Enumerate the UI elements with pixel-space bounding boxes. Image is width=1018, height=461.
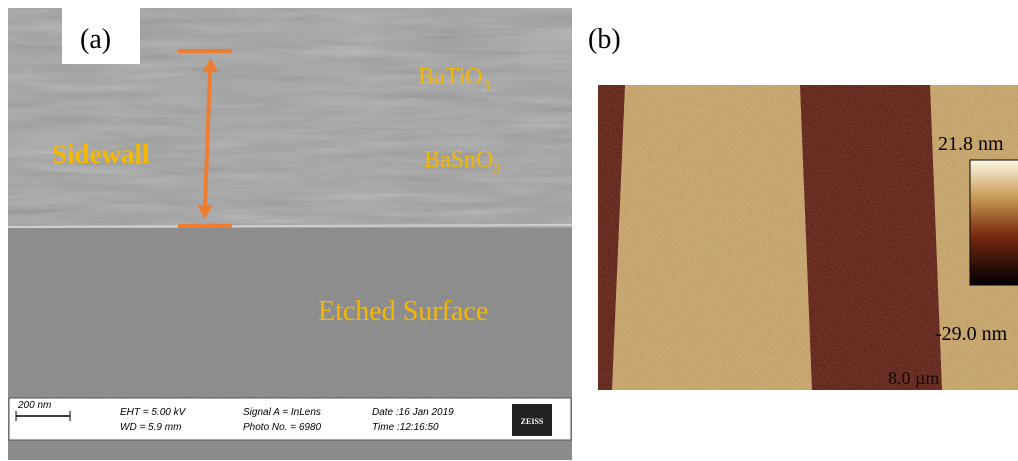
annotation-subscript: 3 bbox=[493, 161, 501, 177]
info-text: EHT = 5.00 kV bbox=[120, 407, 187, 418]
info-text: Photo No. = 6980 bbox=[243, 422, 322, 433]
info-text: WD = 5.9 mm bbox=[120, 422, 181, 433]
annotation: BaTiO bbox=[418, 64, 482, 90]
colorbar-max: 21.8 nm bbox=[938, 133, 1004, 155]
annotation-subscript: 3 bbox=[482, 78, 490, 94]
panel-label: (b) bbox=[588, 24, 621, 55]
info-text: Date :16 Jan 2019 bbox=[372, 407, 454, 418]
figure: (a) Sidewall BaTiO3 BaSnO3 Etched Surfac… bbox=[0, 0, 1018, 461]
info-text: Time :12:16:50 bbox=[372, 422, 439, 433]
panel-label: (a) bbox=[80, 24, 111, 55]
colorbar-min: -29.0 nm bbox=[935, 323, 1008, 345]
annotation: BaTiO3 bbox=[418, 64, 490, 94]
info-bar bbox=[9, 398, 571, 440]
annotation: BaSnO3 bbox=[424, 147, 501, 177]
annotation: BaSnO bbox=[424, 147, 493, 173]
annotation: Etched Surface bbox=[318, 296, 488, 327]
annotation: Sidewall bbox=[52, 139, 150, 169]
info-text: Signal A = InLens bbox=[243, 407, 321, 418]
scale-label: 200 nm bbox=[17, 400, 51, 411]
afm-image: 21.8 nm -29.0 nm 8.0 µm bbox=[598, 85, 1018, 390]
scale-label: 8.0 µm bbox=[888, 368, 939, 388]
sem-image bbox=[8, 8, 572, 460]
brand: ZEISS bbox=[521, 417, 544, 426]
